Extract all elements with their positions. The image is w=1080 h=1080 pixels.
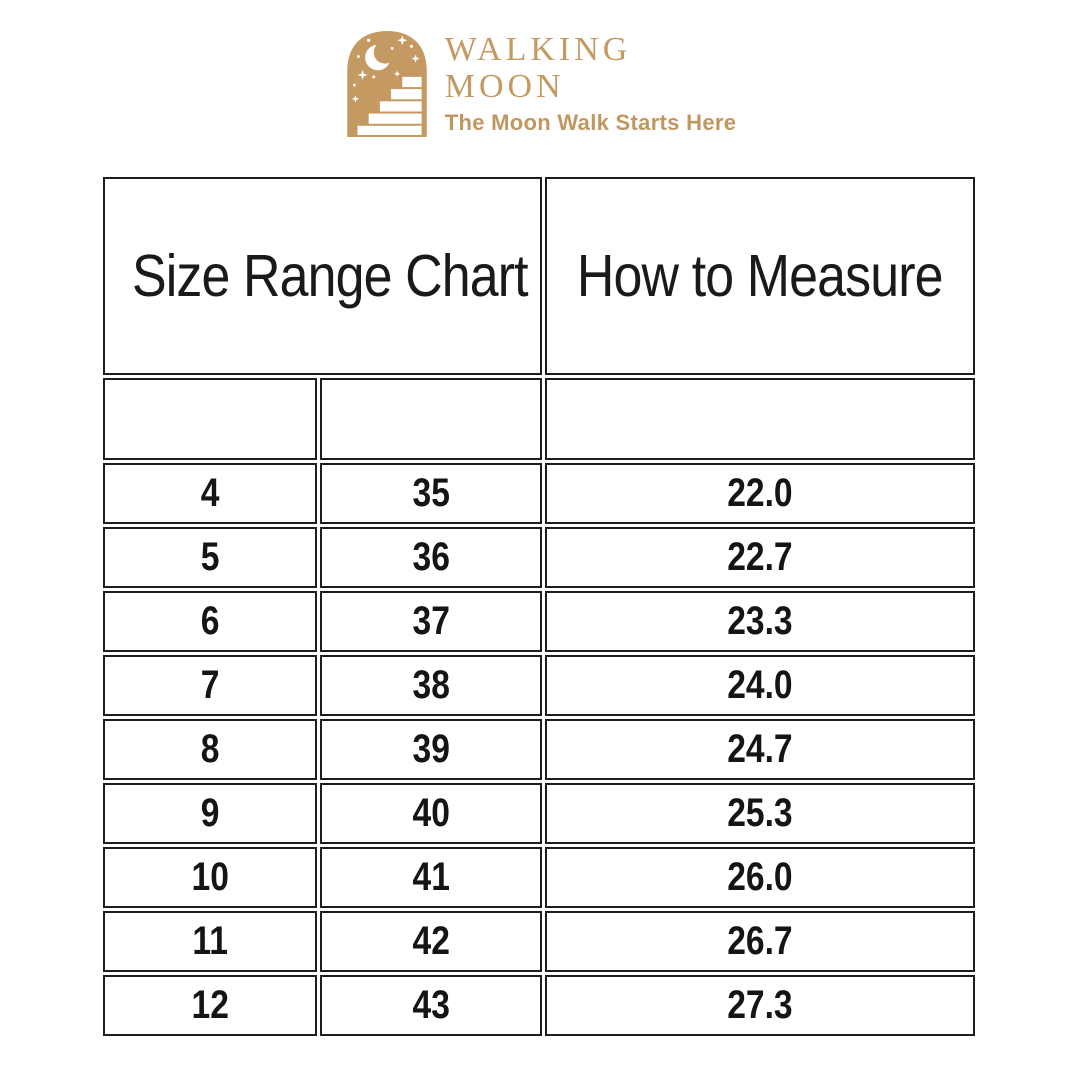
size-cell-eu: 42 (320, 911, 543, 972)
size-value: 41 (412, 855, 450, 899)
section-header-row: Size Range Chart How to Measure (103, 177, 976, 375)
size-cell-uk: 7 (103, 655, 317, 716)
size-cell-cm: 22.0 (545, 463, 976, 524)
table-row: 9 40 25.3 (103, 783, 976, 844)
brand-logo: WALKING MOON The Moon Walk Starts Here (0, 28, 1080, 138)
size-value: 35 (412, 471, 450, 515)
size-cell-cm: 26.0 (545, 847, 976, 908)
size-value: 40 (412, 791, 450, 835)
size-cell-uk: 12 (103, 975, 317, 1036)
section-header-how-to-measure-label: How to Measure (577, 243, 944, 309)
column-header-uk-india-label: UK/INDIA (143, 401, 277, 436)
section-header-size-range: Size Range Chart (103, 177, 543, 375)
size-cell-cm: 25.3 (545, 783, 976, 844)
table-row: 6 37 23.3 (103, 591, 976, 652)
size-value: 8 (200, 727, 220, 771)
size-cell-eu: 37 (320, 591, 543, 652)
size-value: 11 (192, 919, 228, 963)
size-cell-uk: 9 (103, 783, 317, 844)
size-cell-eu: 35 (320, 463, 543, 524)
size-value: 27.3 (727, 983, 793, 1027)
column-header-size-length: Size/Length in cm (545, 378, 976, 460)
size-value: 25.3 (727, 791, 793, 835)
staircase-icon (357, 76, 422, 135)
size-value: 7 (200, 663, 220, 707)
section-header-how-to-measure: How to Measure (545, 177, 976, 375)
size-value: 12 (191, 983, 229, 1027)
size-value: 42 (412, 919, 450, 963)
size-value: 22.0 (727, 471, 793, 515)
size-value: 24.0 (727, 663, 793, 707)
table-row: 12 43 27.3 (103, 975, 976, 1036)
size-value: 37 (412, 599, 450, 643)
table-row: 11 42 26.7 (103, 911, 976, 972)
size-value: 6 (200, 599, 220, 643)
size-cell-uk: 4 (103, 463, 317, 524)
size-cell-cm: 23.3 (545, 591, 976, 652)
size-cell-cm: 24.0 (545, 655, 976, 716)
table-row: 7 38 24.0 (103, 655, 976, 716)
size-cell-eu: 41 (320, 847, 543, 908)
size-value: 36 (412, 535, 450, 579)
sparkle-stars-icon (351, 35, 420, 103)
column-header-uk-india: UK/INDIA (103, 378, 317, 460)
walking-moon-logo-icon (347, 31, 427, 137)
table-row: 4 35 22.0 (103, 463, 976, 524)
size-value: 10 (191, 855, 229, 899)
size-cell-uk: 10 (103, 847, 317, 908)
size-value: 4 (200, 471, 220, 515)
table-row: 10 41 26.0 (103, 847, 976, 908)
size-cell-cm: 24.7 (545, 719, 976, 780)
table-row: 8 39 24.7 (103, 719, 976, 780)
size-cell-eu: 39 (320, 719, 543, 780)
size-value: 24.7 (727, 727, 793, 771)
brand-tagline: The Moon Walk Starts Here (444, 109, 737, 135)
size-cell-uk: 11 (103, 911, 317, 972)
size-value: 43 (412, 983, 450, 1027)
crescent-moon-icon (364, 41, 396, 71)
size-cell-cm: 27.3 (545, 975, 976, 1036)
size-value: 26.7 (727, 919, 793, 963)
column-header-row: UK/INDIA EUROPE Size/Length in cm (103, 378, 976, 460)
size-cell-uk: 6 (103, 591, 317, 652)
brand-name-line2: MOON (444, 67, 565, 105)
section-header-size-range-label: Size Range Chart (131, 243, 529, 309)
size-value: 23.3 (727, 599, 793, 643)
size-cell-cm: 22.7 (545, 527, 976, 588)
size-value: 22.7 (727, 535, 793, 579)
size-chart-table: Size Range Chart How to Measure UK/INDIA… (100, 174, 978, 1039)
size-cell-eu: 36 (320, 527, 543, 588)
size-cell-eu: 40 (320, 783, 543, 844)
size-value: 26.0 (727, 855, 793, 899)
size-value: 39 (412, 727, 450, 771)
column-header-europe-label: EUROPE (368, 401, 494, 436)
size-value: 9 (200, 791, 220, 835)
brand-text-block: WALKING MOON The Moon Walk Starts Here (445, 31, 737, 136)
table-row: 5 36 22.7 (103, 527, 976, 588)
size-value: 5 (200, 535, 220, 579)
column-header-europe: EUROPE (320, 378, 543, 460)
size-cell-eu: 43 (320, 975, 543, 1036)
brand-name-line1: WALKING (444, 30, 632, 68)
size-cell-cm: 26.7 (545, 911, 976, 972)
column-header-size-length-label: Size/Length in cm (633, 401, 887, 436)
size-cell-eu: 38 (320, 655, 543, 716)
size-value: 38 (412, 663, 450, 707)
size-cell-uk: 5 (103, 527, 317, 588)
size-cell-uk: 8 (103, 719, 317, 780)
